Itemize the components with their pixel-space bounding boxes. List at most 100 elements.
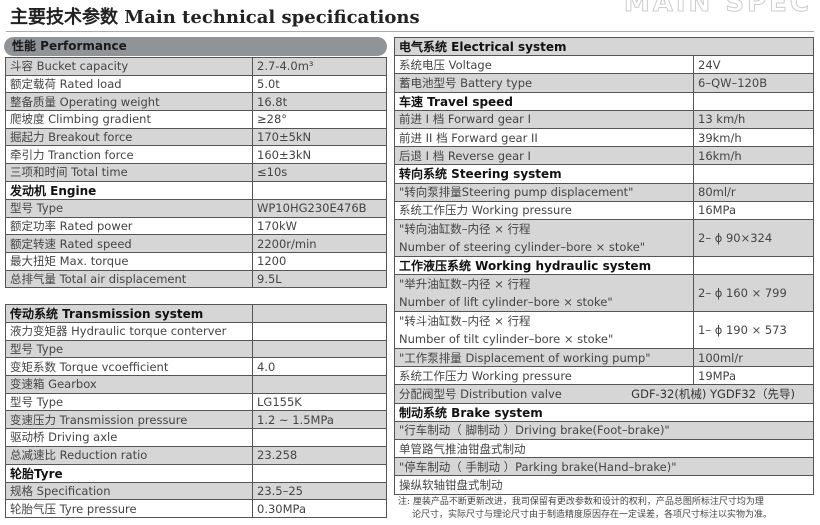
spec-label: 蓄电池型号 Battery type: [394, 73, 694, 93]
spec-label: 总减速比 Reduction ratio: [5, 445, 253, 465]
spec-value: [252, 428, 387, 447]
spec-label: 斗容 Bucket capacity: [5, 57, 253, 76]
spec-row: 型号 Type WP10HG230E476B: [5, 198, 387, 218]
section-header-row: 制动系统 Brake system: [394, 402, 814, 422]
spec-value: 16km/h: [693, 146, 814, 166]
spec-row: 操纵软轴钳盘式制动: [394, 475, 814, 495]
spec-value: [693, 255, 814, 276]
section-title: 电气系统 Electrical system: [394, 36, 814, 57]
page-title-cn: 主要技术参数: [10, 7, 118, 28]
spec-label: 爬坡度 Climbing gradient: [5, 110, 253, 129]
spec-label: 变速压力 Transmission pressure: [5, 410, 253, 430]
spec-value: [252, 180, 387, 200]
spec-value: [252, 375, 387, 394]
section-header-row: 工作液压系统 Working hydraulic system: [394, 255, 814, 276]
section-title: 工作液压系统 Working hydraulic system: [394, 255, 694, 276]
spec-value: ≤10s: [252, 163, 387, 182]
spec-label: 轮胎气压 Tyre pressure: [5, 499, 253, 518]
spec-value: 5.0t: [252, 74, 387, 94]
section-title: 制动系统 Brake system: [394, 402, 814, 422]
spec-label: 型号 Type: [5, 198, 253, 218]
spec-value: 1200: [252, 251, 387, 271]
spec-label: 单管路气推油钳盘式制动: [394, 438, 814, 459]
footnote-line-1: 注: 厘装产品不断更新改进，我司保留有更改参数和设计的权利，产品总图所标注尺寸均…: [398, 497, 764, 507]
spec-value: 1– ϕ 190 × 573: [693, 311, 814, 350]
section-header-row: 转向系统 Steering system: [394, 164, 814, 184]
spec-row: 额定载荷 Rated load 5.0t: [5, 74, 387, 94]
spec-row: 总减速比 Reduction ratio 23.258: [5, 445, 387, 465]
spec-label: 三项和时间 Total time: [5, 163, 253, 182]
spec-label: 操纵软轴钳盘式制动: [394, 475, 814, 495]
spec-label: "工作泵排量 Displacement of working pump": [394, 348, 694, 368]
spec-label: 系统电压 Voltage: [394, 55, 694, 75]
spec-row: 液力变矩器 Hydraulic torque conterver: [5, 322, 387, 341]
section-header-row: 轮胎Tyre: [5, 463, 387, 483]
spec-row: 系统电压 Voltage 24V: [394, 55, 814, 75]
spec-value: 170kW: [252, 216, 387, 236]
spec-row: 后退 I 档 Reverse gear I 16km/h: [394, 146, 814, 166]
spec-label: "转斗油缸数–内径 × 行程 Number of tilt cylinder–bo…: [394, 311, 694, 350]
spec-label: 前进 I 档 Forward gear I: [394, 109, 694, 129]
spec-label: 分配阀型号 Distribution valve GDF-32(机械) YGDF3…: [394, 384, 814, 404]
spec-label: 型号 Type: [5, 339, 253, 359]
spec-row: "停车制动（ 手制动 ）Parking brake(Hand–brake)": [394, 457, 814, 477]
spec-label: 变速箱 Gearbox: [5, 375, 253, 394]
spec-row: "转向泵排量Steering pump displacement" 80ml/r: [394, 182, 814, 202]
spec-value: 0.30MPa: [252, 499, 387, 518]
spec-row: 系统工作压力 Working pressure 19MPa: [394, 366, 814, 386]
spec-row: 前进 II 档 Forward gear II 39km/h: [394, 127, 814, 148]
spec-row: 型号 Type LG155K: [5, 392, 387, 412]
spec-label: "转向泵排量Steering pump displacement": [394, 182, 694, 202]
section-title: 车速 Travel speed: [394, 91, 694, 111]
spec-label: 变矩系数 Torque vcoefficient: [5, 357, 253, 377]
spec-row: "行车制动（ 脚制动 ）Driving brake(Foot–brake)": [394, 420, 814, 441]
performance-section-header: 性能 Performance: [4, 37, 387, 56]
section-title: 轮胎Tyre: [5, 463, 253, 483]
spec-value: [252, 322, 387, 341]
spec-row: 变矩系数 Torque vcoefficient 4.0: [5, 357, 387, 377]
spec-label: 额定转速 Rated speed: [5, 234, 253, 253]
spec-row: 轮胎气压 Tyre pressure 0.30MPa: [5, 499, 387, 518]
spec-row: 系统工作压力 Working pressure 16MPa: [394, 200, 814, 220]
spec-label: 掘起力 Breakout force: [5, 127, 253, 147]
spec-value: 39km/h: [693, 127, 814, 148]
spec-value: 16MPa: [693, 200, 814, 220]
section-header-row: 电气系统 Electrical system: [394, 36, 814, 57]
transmission-tyre-table: 传动系统 Transmission system 液力变矩器 Hydraulic …: [5, 304, 387, 518]
spec-value: 16.8t: [252, 92, 387, 112]
spec-label: "停车制动（ 手制动 ）Parking brake(Hand–brake)": [394, 457, 814, 477]
spec-label: 驱动桥 Driving axle: [5, 428, 253, 447]
spec-row: "举升油缸数–内径 × 行程 Number of lift cylinder–bo…: [394, 274, 814, 313]
spec-row: 驱动桥 Driving axle: [5, 428, 387, 447]
spec-value: 23.258: [252, 445, 387, 465]
spec-value: [252, 304, 387, 323]
spec-value: 4.0: [252, 357, 387, 377]
spec-row: 蓄电池型号 Battery type 6–QW–120B: [394, 73, 814, 93]
page-title-en: Main technical specifications: [124, 7, 420, 28]
spec-label: 规格 Specification: [5, 481, 253, 501]
spec-value: 100ml/r: [693, 348, 814, 368]
spec-row: 变速压力 Transmission pressure 1.2 ~ 1.5MPa: [5, 410, 387, 430]
spec-row: 斗容 Bucket capacity 2.7-4.0m³: [5, 57, 387, 76]
spec-value: 160±3kN: [252, 145, 387, 165]
spec-row: 最大扭矩 Max. torque 1200: [5, 251, 387, 271]
spec-row: 总排气量 Total air displacement 9.5L: [5, 269, 387, 289]
spec-value: ≥28°: [252, 110, 387, 129]
spec-value: [693, 91, 814, 111]
spec-value: 2– ϕ 90×324: [693, 218, 814, 257]
spec-label: 前进 II 档 Forward gear II: [394, 127, 694, 148]
spec-label: 型号 Type: [5, 392, 253, 412]
spec-value: 80ml/r: [693, 182, 814, 202]
divider: [6, 31, 814, 32]
spec-value: 2– ϕ 160 × 799: [693, 274, 814, 313]
section-title: 转向系统 Steering system: [394, 164, 694, 184]
performance-engine-table: 斗容 Bucket capacity 2.7-4.0m³ 额定载荷 Rated lo…: [5, 57, 387, 289]
spec-label: 额定功率 Rated power: [5, 216, 253, 236]
spec-row: 牵引力 Tranction force 160±3kN: [5, 145, 387, 165]
spec-row: 单管路气推油钳盘式制动: [394, 438, 814, 459]
spec-row: 变速箱 Gearbox: [5, 375, 387, 394]
spec-value: 9.5L: [252, 269, 387, 289]
section-title: 传动系统 Transmission system: [5, 304, 253, 323]
spec-value: [252, 463, 387, 483]
spec-label: 整备质量 Operating weight: [5, 92, 253, 112]
